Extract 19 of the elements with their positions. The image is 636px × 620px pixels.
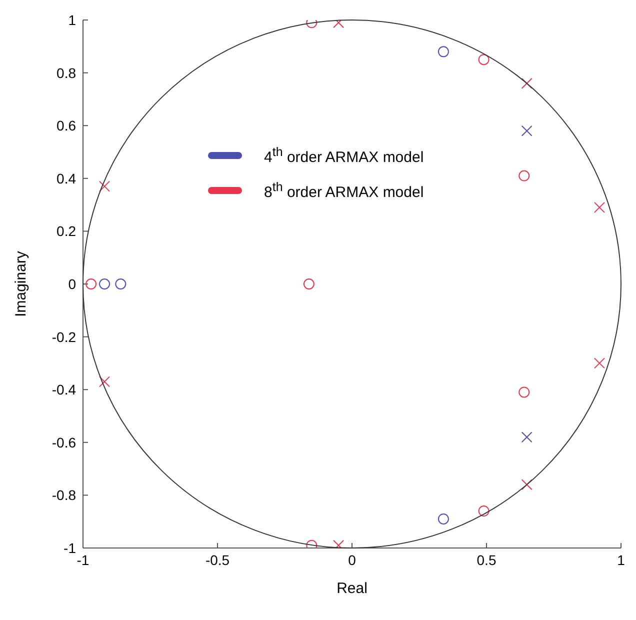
y-tick-label: 0.2 <box>56 223 76 240</box>
x-tick-label: -0.5 <box>205 552 230 568</box>
x-axis-title: Real <box>336 580 368 597</box>
y-tick-label: -0.6 <box>52 434 76 450</box>
y-tick-label: -1 <box>64 540 76 556</box>
y-axis-title: Imaginary <box>12 250 30 317</box>
y-tick-label: -0.8 <box>52 487 76 504</box>
y-tick-label: 0.4 <box>56 170 76 186</box>
y-tick-label: 0.8 <box>56 64 76 81</box>
y-tick-label: 0.6 <box>56 118 76 134</box>
x-tick-label: 0 <box>348 552 356 568</box>
x-tick-label: 0.5 <box>476 552 496 568</box>
legend-label: 8$^{th}$ order ARMAX model <box>264 180 424 201</box>
y-tick-label: -0.2 <box>52 328 76 345</box>
y-tick-label: 1 <box>68 12 76 28</box>
y-tick-label: -0.4 <box>52 382 76 398</box>
y-tick-label: 0 <box>68 276 76 292</box>
legend-label: 4$^{th}$ order ARMAX model <box>264 145 424 166</box>
x-tick-label: 1 <box>617 552 626 568</box>
